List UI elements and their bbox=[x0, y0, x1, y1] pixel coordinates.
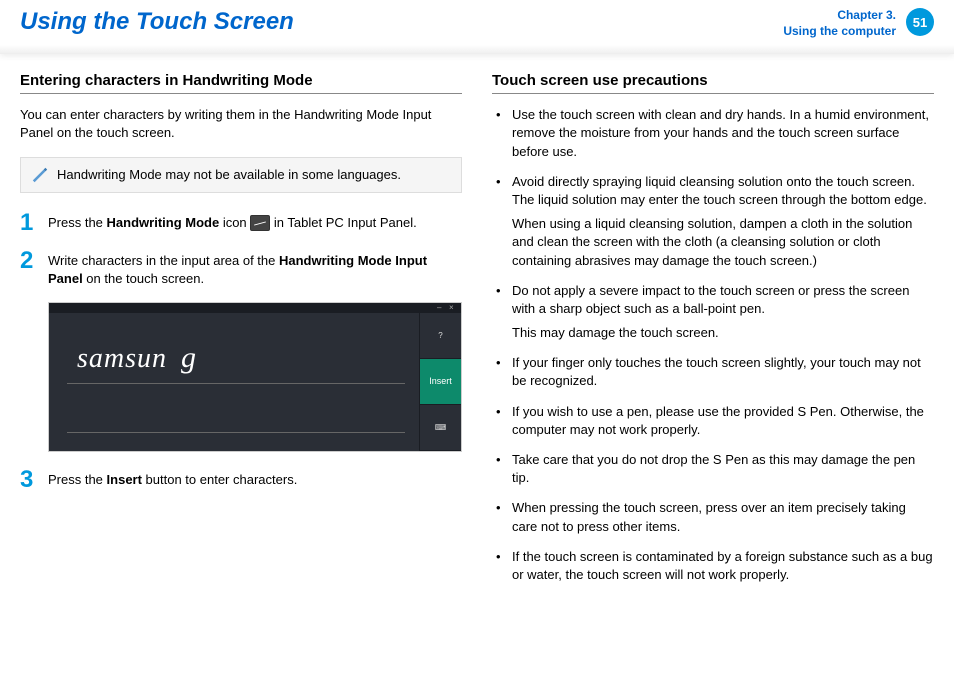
note-icon bbox=[31, 166, 49, 184]
step-3-number: 3 bbox=[20, 468, 38, 492]
handwritten-text: samsung bbox=[77, 341, 197, 375]
handwriting-input-area: samsung bbox=[49, 313, 419, 451]
writing-line-2 bbox=[67, 432, 405, 433]
precaution-item: Avoid directly spraying liquid cleansing… bbox=[492, 173, 934, 270]
precaution-item: Take care that you do not drop the S Pen… bbox=[492, 451, 934, 487]
precaution-item: If your finger only touches the touch sc… bbox=[492, 354, 934, 390]
handwriting-panel-screenshot: – × samsung ? Insert ⌨ bbox=[48, 302, 462, 452]
handwriting-mode-icon bbox=[250, 215, 270, 231]
left-column: Entering characters in Handwriting Mode … bbox=[20, 72, 462, 596]
step-1-text: Press the Handwriting Mode icon in Table… bbox=[48, 211, 417, 232]
precaution-item: When pressing the touch screen, press ov… bbox=[492, 499, 934, 535]
screenshot-sidebar: ? Insert ⌨ bbox=[419, 313, 461, 451]
precaution-subtext: When using a liquid cleansing solution, … bbox=[512, 215, 934, 270]
chapter-number: Chapter 3. bbox=[783, 8, 896, 24]
writing-line-1 bbox=[67, 383, 405, 384]
intro-paragraph: You can enter characters by writing them… bbox=[20, 106, 462, 142]
screenshot-titlebar: – × bbox=[49, 303, 461, 313]
page-number-badge: 51 bbox=[906, 8, 934, 36]
step-3: 3 Press the Insert button to enter chara… bbox=[20, 468, 462, 492]
page-header: Using the Touch Screen Chapter 3. Using … bbox=[0, 0, 954, 54]
chapter-info: Chapter 3. Using the computer bbox=[783, 8, 896, 39]
step-1: 1 Press the Handwriting Mode icon in Tab… bbox=[20, 211, 462, 235]
step-2-number: 2 bbox=[20, 249, 38, 273]
help-button: ? bbox=[419, 313, 461, 359]
step-2: 2 Write characters in the input area of … bbox=[20, 249, 462, 288]
minimize-icon: – bbox=[437, 305, 445, 311]
precaution-item: Do not apply a severe impact to the touc… bbox=[492, 282, 934, 343]
right-column: Touch screen use precautions Use the tou… bbox=[492, 72, 934, 596]
content-area: Entering characters in Handwriting Mode … bbox=[0, 54, 954, 606]
precaution-item: If you wish to use a pen, please use the… bbox=[492, 403, 934, 439]
precaution-subtext: This may damage the touch screen. bbox=[512, 324, 934, 342]
step-3-text: Press the Insert button to enter charact… bbox=[48, 468, 297, 489]
note-box: Handwriting Mode may not be available in… bbox=[20, 157, 462, 193]
screenshot-body: samsung ? Insert ⌨ bbox=[49, 313, 461, 451]
left-section-title: Entering characters in Handwriting Mode bbox=[20, 72, 462, 94]
precautions-list: Use the touch screen with clean and dry … bbox=[492, 106, 934, 584]
chapter-name: Using the computer bbox=[783, 24, 896, 40]
precaution-item: Use the touch screen with clean and dry … bbox=[492, 106, 934, 161]
step-2-text: Write characters in the input area of th… bbox=[48, 249, 462, 288]
keyboard-button: ⌨ bbox=[419, 405, 461, 451]
step-1-number: 1 bbox=[20, 211, 38, 235]
close-icon: × bbox=[449, 305, 457, 311]
note-text: Handwriting Mode may not be available in… bbox=[57, 167, 401, 182]
right-section-title: Touch screen use precautions bbox=[492, 72, 934, 94]
precaution-item: If the touch screen is contaminated by a… bbox=[492, 548, 934, 584]
insert-button: Insert bbox=[419, 359, 461, 405]
page-title: Using the Touch Screen bbox=[20, 8, 294, 36]
header-right: Chapter 3. Using the computer 51 bbox=[783, 8, 934, 39]
